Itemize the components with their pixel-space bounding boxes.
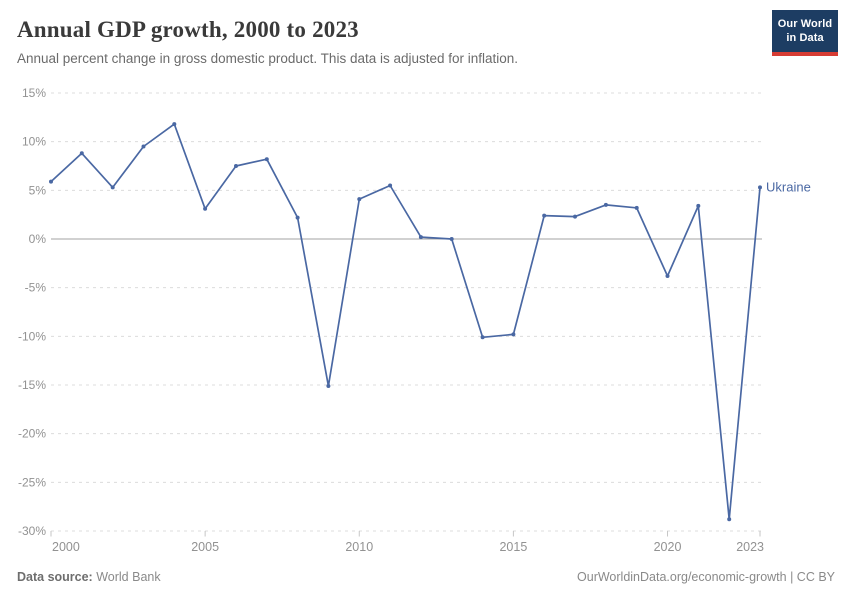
data-point	[295, 215, 300, 220]
y-tick-label: 10%	[22, 135, 46, 149]
data-point	[603, 202, 608, 207]
owid-logo[interactable]: Our World in Data	[772, 10, 838, 56]
y-tick-label: -5%	[25, 281, 47, 295]
x-tick-label: 2015	[499, 540, 527, 554]
data-point	[634, 205, 639, 210]
entity-label-ukraine: Ukraine	[766, 179, 811, 194]
data-point	[511, 332, 516, 337]
y-tick-label: -15%	[18, 378, 46, 392]
y-tick-label: 0%	[29, 232, 47, 246]
y-tick-label: -30%	[18, 524, 46, 538]
data-point	[449, 237, 454, 241]
data-point	[758, 185, 762, 190]
data-point	[110, 185, 115, 190]
data-point	[264, 157, 269, 162]
license-label: CC BY	[796, 570, 835, 584]
y-tick-label: -20%	[18, 427, 46, 441]
chart-title: Annual GDP growth, 2000 to 2023	[17, 17, 359, 42]
data-point	[573, 214, 577, 219]
data-point	[727, 517, 732, 522]
x-tick-label: 2000	[52, 540, 80, 554]
data-point	[326, 384, 331, 388]
chart-footer: Data source: World Bank OurWorldinData.o…	[17, 570, 835, 584]
owid-logo-line1: Our World	[777, 18, 833, 30]
x-tick-label: 2005	[191, 540, 219, 554]
y-tick-label: 15%	[22, 86, 46, 100]
attribution-separator: |	[786, 570, 797, 584]
data-line-ukraine	[50, 123, 761, 521]
data-point	[141, 144, 146, 149]
owid-link[interactable]: OurWorldinData.org/economic-growth	[577, 570, 787, 584]
data-point	[234, 164, 238, 168]
y-tick-label: -10%	[18, 329, 46, 343]
data-source-value: World Bank	[96, 570, 161, 584]
y-tick-label: 5%	[29, 183, 47, 197]
chart-header: Annual GDP growth, 2000 to 2023 Annual p…	[17, 16, 750, 67]
x-tick-label: 2023	[736, 540, 764, 554]
chart-subtitle: Annual percent change in gross domestic …	[17, 50, 519, 66]
data-source-label: Data source:	[17, 570, 93, 584]
data-source-note: Data source: World Bank	[17, 570, 161, 584]
data-point	[696, 203, 701, 208]
data-point	[172, 122, 177, 127]
x-tick-label: 2010	[345, 540, 373, 554]
attribution-note: OurWorldinData.org/economic-growth | CC …	[577, 570, 835, 584]
data-point	[480, 335, 485, 340]
data-point	[418, 235, 423, 240]
x-tick-label: 2020	[654, 540, 682, 554]
data-point	[357, 197, 362, 202]
data-point	[542, 213, 547, 218]
y-tick-label: -25%	[18, 475, 46, 489]
data-point	[665, 274, 670, 278]
data-point	[49, 179, 53, 184]
data-point	[79, 151, 84, 156]
data-point	[388, 183, 393, 188]
owid-logo-line2: in Data	[786, 32, 824, 45]
data-point	[203, 206, 208, 211]
